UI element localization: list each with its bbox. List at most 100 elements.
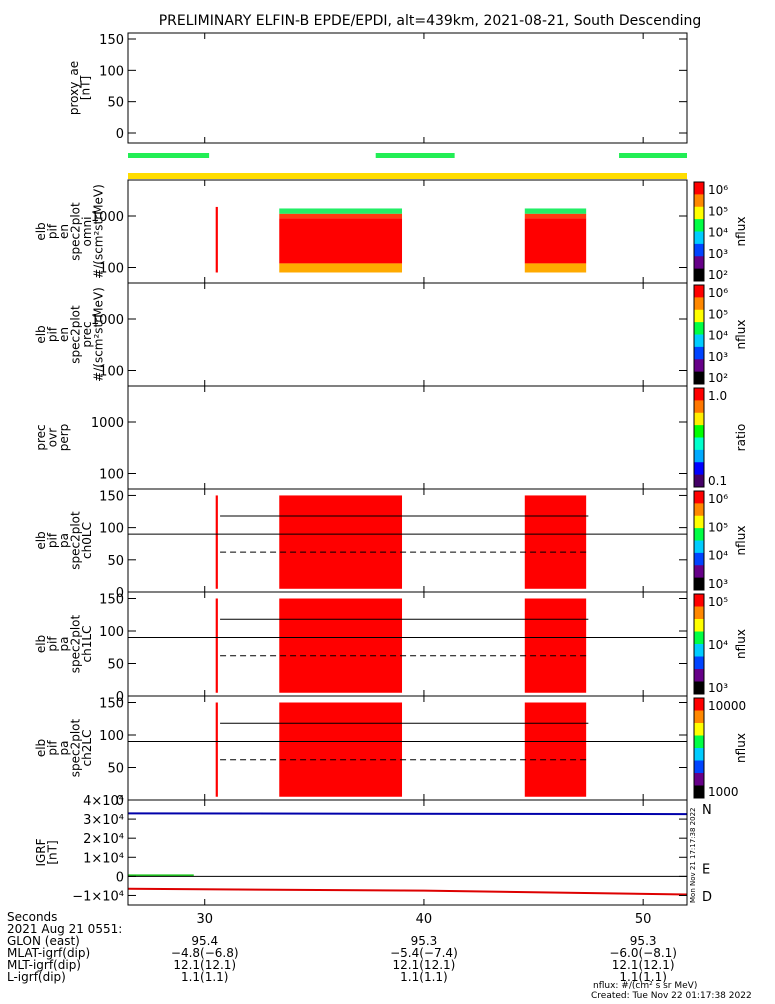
side-timestamp: Mon Nov 21 17:17:38 2022 bbox=[689, 808, 697, 903]
y-axis-label: spec2plot bbox=[69, 511, 83, 570]
y-axis-label: prec bbox=[80, 321, 94, 347]
y-tick-label: 3×10⁴ bbox=[83, 813, 124, 828]
colorbar-tick-label: 0.1 bbox=[708, 474, 727, 488]
colorbar-tick-label: 10⁵ bbox=[708, 307, 728, 321]
y-axis-label: pa bbox=[57, 533, 71, 548]
y-axis-label: ovr bbox=[46, 428, 60, 447]
y-axis-label: ch1LC bbox=[80, 626, 94, 663]
colorbar-segment bbox=[694, 206, 704, 220]
footer-row-label: MLAT-igrf(dip) bbox=[7, 946, 90, 960]
colorbar-tick-label: 10³ bbox=[708, 681, 728, 695]
y-tick-label: 150 bbox=[99, 33, 124, 48]
panel-frame bbox=[127, 385, 688, 490]
y-axis-label: elb bbox=[34, 325, 48, 343]
heatmap-cell bbox=[524, 213, 587, 219]
colorbar-segment bbox=[694, 760, 704, 774]
y-tick-label: 0 bbox=[116, 870, 124, 885]
y-axis-label: [nT] bbox=[46, 840, 60, 864]
heatmap-cell bbox=[524, 702, 587, 797]
colorbar-segment bbox=[694, 359, 704, 373]
colorbar-segment bbox=[694, 669, 704, 682]
y-axis-label: pif bbox=[46, 326, 60, 342]
panel-frame bbox=[127, 695, 688, 801]
colorbar-segment bbox=[694, 710, 704, 724]
y-axis-label: prec bbox=[34, 424, 48, 450]
colorbar-segment bbox=[694, 256, 704, 270]
colorbar-tick-label: 10⁴ bbox=[708, 549, 728, 563]
y-tick-label: 50 bbox=[107, 762, 124, 777]
legend-label-E: E bbox=[702, 862, 710, 877]
y-tick-label: 0 bbox=[116, 127, 124, 142]
footer-row-value: −4.8(−6.8) bbox=[171, 946, 239, 960]
colorbar-tick-label: 10⁶ bbox=[708, 183, 728, 197]
colorbar-segment bbox=[694, 565, 704, 579]
colorbar-segment bbox=[694, 594, 704, 607]
colorbar-segment bbox=[694, 698, 704, 711]
y-axis-label: pa bbox=[57, 637, 71, 652]
colorbar-title: nflux bbox=[734, 217, 748, 247]
colorbar-tick-label: 10⁴ bbox=[708, 226, 728, 240]
colorbar-segment bbox=[694, 528, 704, 541]
colorbar-segment bbox=[694, 748, 704, 761]
footer-row-value: 1.1(1.1) bbox=[400, 970, 448, 984]
y-tick-label: 4×10⁴ bbox=[83, 794, 124, 809]
footer-row-value: 1.1(1.1) bbox=[619, 970, 667, 984]
colorbar-segment bbox=[694, 503, 704, 517]
y-axis-label: perp bbox=[57, 424, 71, 452]
y-tick-label: 0 bbox=[116, 586, 124, 601]
heatmap-cell bbox=[524, 495, 587, 589]
y-axis-label: spec2plot bbox=[69, 614, 83, 673]
colorbar-tick-label: 10³ bbox=[708, 350, 728, 364]
colorbar-tick-label: 10⁵ bbox=[708, 204, 728, 218]
colorbar-frame bbox=[693, 697, 705, 799]
y-tick-label: 100 bbox=[99, 261, 124, 276]
colorbar-title: nflux bbox=[734, 629, 748, 659]
heatmap-cell bbox=[279, 218, 403, 264]
igrf-series-D bbox=[127, 887, 688, 896]
y-tick-label: 1000 bbox=[91, 313, 124, 328]
yellow-status-bar bbox=[128, 173, 687, 179]
y-tick-label: −1×10⁴ bbox=[72, 889, 124, 904]
y-axis-label: pif bbox=[46, 532, 60, 548]
y-tick-label: 100 bbox=[99, 64, 124, 79]
units-note: nflux: #/(cm² s sr MeV) bbox=[593, 981, 697, 991]
y-axis-label: omni bbox=[80, 217, 94, 247]
y-tick-label: 0 bbox=[116, 690, 124, 705]
panel-frame bbox=[127, 282, 688, 387]
colorbar-title: ratio bbox=[734, 424, 748, 452]
colorbar-segment bbox=[694, 425, 704, 438]
y-axis-label: ch0LC bbox=[80, 522, 94, 559]
heatmap-cell bbox=[279, 208, 403, 214]
heatmap-cell bbox=[524, 263, 587, 273]
heatmap-cell bbox=[215, 206, 218, 273]
y-axis-label: elb bbox=[34, 531, 48, 549]
colorbar-segment bbox=[694, 540, 704, 554]
colorbar-segment bbox=[694, 515, 704, 529]
colorbar-segment bbox=[694, 371, 704, 385]
heatmap-cell bbox=[215, 495, 218, 589]
colorbar-segment bbox=[694, 437, 704, 451]
y-tick-label: 1×10⁴ bbox=[83, 851, 124, 866]
colorbar-tick-label: 10² bbox=[708, 371, 728, 385]
footer-row-label: Seconds bbox=[7, 910, 57, 924]
colorbar-title: nflux bbox=[734, 526, 748, 556]
heatmap-cell bbox=[279, 213, 403, 219]
y-axis-label: elb bbox=[34, 222, 48, 240]
footer-row-value: −5.4(−7.4) bbox=[390, 946, 458, 960]
colorbar-segment bbox=[694, 552, 704, 566]
colorbar-segment bbox=[694, 388, 704, 401]
footer-row-value: 12.1(12.1) bbox=[173, 958, 236, 972]
colorbar-segment bbox=[694, 449, 704, 463]
y-axis-label: pif bbox=[46, 740, 60, 756]
y-axis-label: pa bbox=[57, 741, 71, 756]
colorbar-segment bbox=[694, 309, 704, 323]
colorbar-tick-label: 10³ bbox=[708, 247, 728, 261]
y-tick-label: 100 bbox=[99, 625, 124, 640]
colorbar-segment bbox=[694, 631, 704, 645]
y-axis-label: en bbox=[57, 224, 71, 239]
green-status-segment bbox=[375, 153, 455, 158]
panel-frame bbox=[127, 488, 688, 593]
colorbar-segment bbox=[694, 412, 704, 426]
footer-row-value: 12.1(12.1) bbox=[612, 958, 675, 972]
